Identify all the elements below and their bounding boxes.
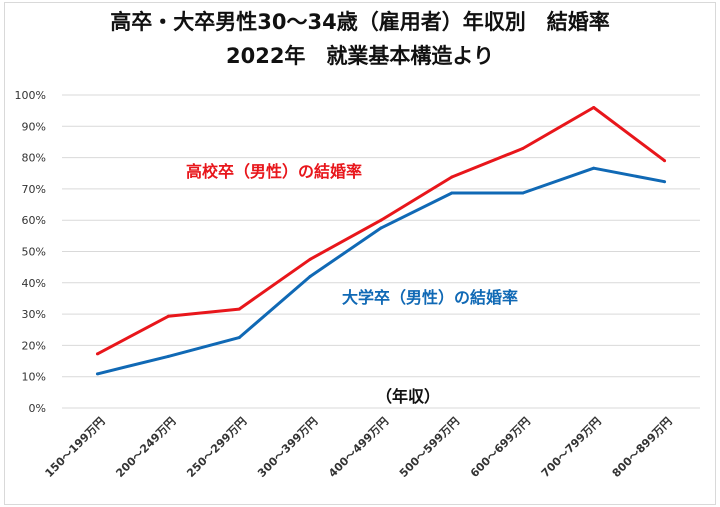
data-point (592, 106, 596, 110)
x-tick-label: 500～599万円 (397, 415, 462, 480)
gridlines (62, 94, 700, 409)
series-label-high-school: 高校卒（男性）の結婚率 (186, 162, 362, 181)
y-tick-label: 40% (22, 277, 46, 290)
x-tick-label: 150～199万円 (43, 415, 108, 480)
data-point (166, 354, 170, 358)
y-tick-label: 30% (22, 308, 46, 321)
data-point (663, 159, 667, 163)
x-tick-label: 800～899万円 (610, 415, 675, 480)
data-point (450, 191, 454, 195)
chart-title: 高卒・大卒男性30～34歳（雇用者）年収別 結婚率 (110, 10, 610, 34)
data-point (166, 314, 170, 318)
x-axis-label: （年収） (376, 387, 440, 406)
data-point (379, 218, 383, 222)
y-tick-label: 80% (22, 152, 46, 165)
y-axis-ticks: 0% 10% 20% 30% 40% 50% 60% 70% 80% 90% 100% (15, 89, 46, 415)
data-point (592, 166, 596, 170)
x-tick-label: 600～699万円 (468, 415, 533, 480)
data-point (237, 307, 241, 311)
x-tick-label: 200～249万円 (113, 415, 178, 480)
y-tick-label: 50% (22, 246, 46, 259)
x-axis-ticks: 150～199万円 200～249万円 250～299万円 300～399万円 400～… (43, 415, 675, 480)
data-point (95, 372, 99, 376)
y-tick-label: 90% (22, 120, 46, 133)
chart-frame (4, 2, 716, 505)
data-point (663, 180, 667, 184)
series-line-university (97, 166, 665, 376)
x-tick-label: 400～499万円 (326, 415, 391, 480)
y-tick-label: 10% (22, 371, 46, 384)
y-tick-label: 20% (22, 339, 46, 352)
y-tick-label: 70% (22, 183, 46, 196)
series-line-high-school (96, 106, 666, 356)
chart-subtitle: 2022年 就業基本構造より (225, 44, 495, 68)
y-tick-label: 0% (29, 402, 46, 415)
x-tick-label: 700～799万円 (539, 415, 604, 480)
data-point (450, 175, 454, 179)
data-point (521, 147, 525, 151)
data-point (521, 191, 525, 195)
x-tick-label: 300～399万円 (255, 415, 320, 480)
data-point (308, 275, 312, 279)
data-point (308, 257, 312, 261)
y-tick-label: 100% (15, 89, 46, 102)
series-lines (95, 106, 667, 376)
data-point (379, 226, 383, 230)
x-tick-label: 250～299万円 (184, 415, 249, 480)
y-tick-label: 60% (22, 214, 46, 227)
series-label-university: 大学卒（男性）の結婚率 (342, 288, 518, 307)
data-point (95, 352, 99, 356)
data-point (237, 336, 241, 340)
